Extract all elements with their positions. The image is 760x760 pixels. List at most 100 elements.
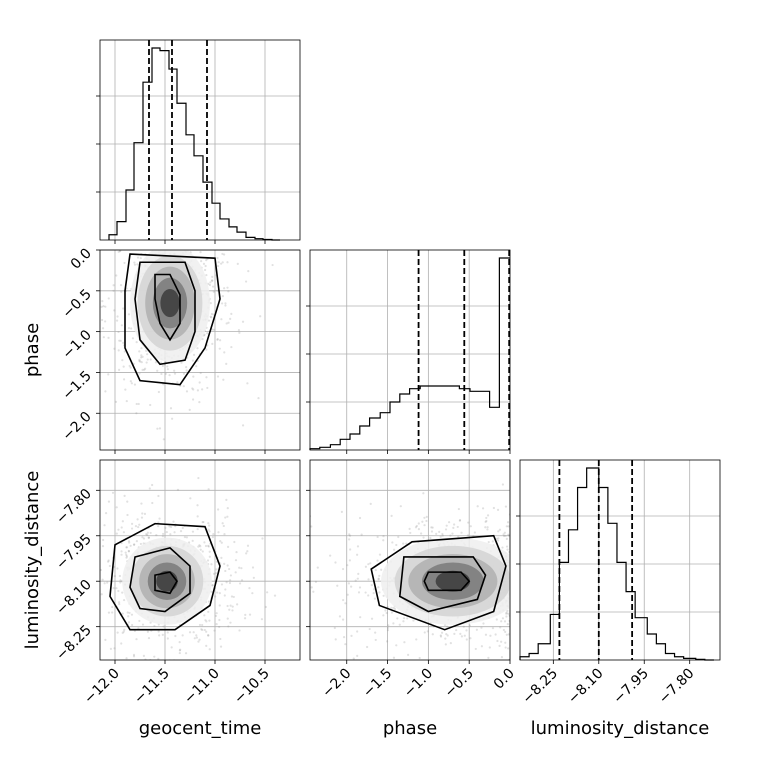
scatter-point <box>207 634 210 637</box>
scatter-point <box>112 284 115 287</box>
scatter-point <box>449 534 452 537</box>
scatter-point <box>192 388 195 391</box>
scatter-point <box>198 544 201 547</box>
scatter-point <box>101 327 105 330</box>
scatter-point <box>119 579 122 582</box>
scatter-point <box>175 224 177 226</box>
scatter-point <box>378 574 381 577</box>
scatter-point <box>376 535 379 539</box>
scatter-point <box>201 337 204 341</box>
scatter-point <box>484 526 487 529</box>
scatter-point <box>100 305 103 308</box>
scatter-point <box>128 541 131 544</box>
scatter-point <box>312 590 315 593</box>
scatter-point <box>224 304 227 307</box>
histogram-panel-luminosity_distance: −8.25 −8.10 −7.95 −7.80 <box>516 459 721 708</box>
scatter-point <box>130 527 134 530</box>
scatter-point <box>120 553 123 556</box>
scatter-point <box>207 319 211 322</box>
scatter-point <box>125 555 129 558</box>
scatter-point <box>364 591 367 594</box>
scatter-point <box>156 245 158 247</box>
scatter-point <box>191 387 194 390</box>
scatter-point <box>248 587 251 590</box>
scatter-point <box>382 539 385 542</box>
scatter-point <box>503 531 506 534</box>
scatter-point <box>140 516 144 519</box>
scatter-point <box>475 628 478 631</box>
scatter-point <box>244 280 248 283</box>
scatter-point <box>121 520 124 523</box>
scatter-point <box>507 633 510 636</box>
scatter-point <box>387 624 390 627</box>
scatter-point <box>135 464 137 466</box>
scatter-point <box>196 389 200 392</box>
scatter-point <box>162 625 165 628</box>
scatter-point <box>130 230 132 232</box>
scatter-point <box>439 635 443 638</box>
scatter-point <box>104 320 107 323</box>
scatter-point <box>90 528 92 530</box>
scatter-point <box>154 220 156 222</box>
scatter-point <box>95 423 97 425</box>
scatter-point <box>118 603 121 606</box>
scatter-point <box>289 627 291 629</box>
scatter-point <box>402 620 405 623</box>
scatter-point <box>192 375 195 378</box>
scatter-point <box>230 312 233 315</box>
scatter-point <box>106 581 109 584</box>
histogram-panel-geocent_time <box>96 39 301 244</box>
scatter-point <box>507 612 510 615</box>
scatter-point <box>151 483 154 487</box>
scatter-point <box>184 673 186 675</box>
scatter-point <box>185 223 187 225</box>
x-tick-label: −8.10 <box>565 666 607 708</box>
scatter-point <box>179 185 181 187</box>
scatter-point <box>120 550 123 553</box>
scatter-point <box>492 506 495 510</box>
scatter-point <box>364 665 366 667</box>
scatter-point <box>141 355 144 358</box>
scatter-point <box>261 537 264 540</box>
scatter-point <box>200 628 203 631</box>
scatter-point <box>145 361 148 364</box>
contour-level-2 <box>129 546 191 613</box>
scatter-point <box>367 594 370 597</box>
scatter-point <box>458 519 461 522</box>
scatter-point <box>104 390 107 393</box>
scatter-point <box>273 594 277 597</box>
scatter-point <box>219 262 223 265</box>
scatter-point <box>117 250 120 253</box>
scatter-point <box>429 536 432 540</box>
scatter-point <box>497 530 500 533</box>
scatter-point <box>491 627 495 630</box>
scatter-point <box>76 622 78 624</box>
scatter-point <box>480 645 483 648</box>
scatter-point <box>162 438 165 441</box>
scatter-point <box>435 532 438 536</box>
scatter-point <box>220 318 223 321</box>
scatter-point <box>125 247 127 249</box>
scatter-point <box>156 369 159 372</box>
scatter-point <box>225 581 228 584</box>
scatter-point <box>77 613 79 615</box>
scatter-point <box>225 362 228 365</box>
scatter-point <box>181 634 184 637</box>
scatter-point <box>107 336 110 339</box>
scatter-point <box>95 566 97 568</box>
scatter-point <box>246 550 249 553</box>
scatter-point <box>226 286 229 289</box>
scatter-point <box>301 523 303 525</box>
scatter-point <box>166 365 169 368</box>
scatter-point <box>103 524 106 527</box>
scatter-point <box>103 582 106 585</box>
scatter-point <box>310 525 313 528</box>
scatter-point <box>230 595 234 598</box>
scatter-point <box>385 640 389 643</box>
scatter-point <box>246 544 250 547</box>
scatter-point <box>125 546 128 549</box>
scatter-point <box>140 236 142 238</box>
scatter-point <box>218 347 221 350</box>
scatter-point <box>378 553 382 556</box>
scatter-point <box>184 652 188 655</box>
